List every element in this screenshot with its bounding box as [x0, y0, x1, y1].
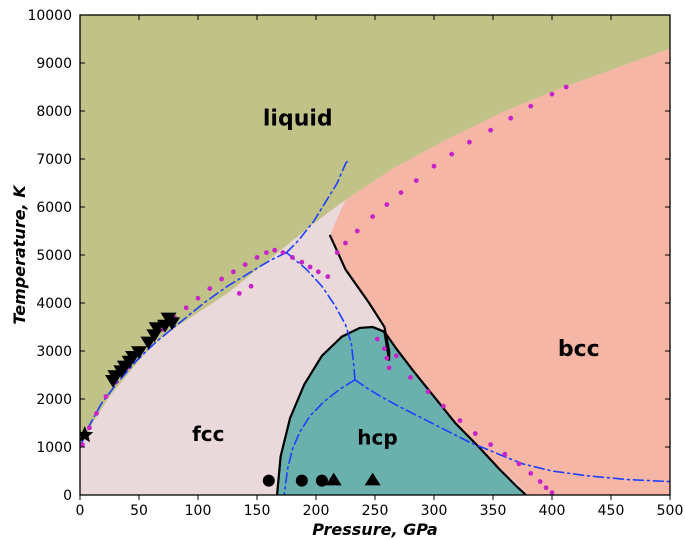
ytick-label: 2000: [36, 392, 72, 408]
ytick-label: 10000: [27, 8, 72, 24]
ytick-label: 1000: [36, 440, 72, 456]
y-axis-label: Temperature, K: [10, 184, 29, 325]
marker-circle: [263, 475, 275, 487]
xtick-label: 400: [539, 503, 566, 519]
label-hcp: hcp: [357, 426, 397, 450]
xtick-label: 0: [76, 503, 85, 519]
xtick-label: 250: [362, 503, 389, 519]
ytick-label: 9000: [36, 56, 72, 72]
ytick-label: 8000: [36, 104, 72, 120]
xtick-label: 100: [185, 503, 212, 519]
xtick-label: 500: [657, 503, 684, 519]
ytick-label: 5000: [36, 248, 72, 264]
ytick-label: 3000: [36, 344, 72, 360]
x-axis-label: Pressure, GPa: [312, 520, 437, 539]
xtick-label: 350: [480, 503, 507, 519]
marker-circle: [296, 475, 308, 487]
xtick-label: 450: [598, 503, 625, 519]
marker-circle: [316, 475, 328, 487]
label-fcc: fcc: [192, 422, 224, 446]
xtick-label: 50: [130, 503, 148, 519]
phase-diagram: liquid fcc hcp bcc 0 50 100 150 200 250 300 350 400 4…: [0, 0, 685, 540]
xtick-label: 300: [421, 503, 448, 519]
ytick-label: 7000: [36, 152, 72, 168]
xtick-label: 200: [303, 503, 330, 519]
label-liquid: liquid: [263, 106, 333, 131]
label-bcc: bcc: [558, 337, 600, 362]
ytick-label: 0: [63, 488, 72, 504]
ytick-label: 6000: [36, 200, 72, 216]
xtick-label: 150: [244, 503, 271, 519]
ytick-label: 4000: [36, 296, 72, 312]
